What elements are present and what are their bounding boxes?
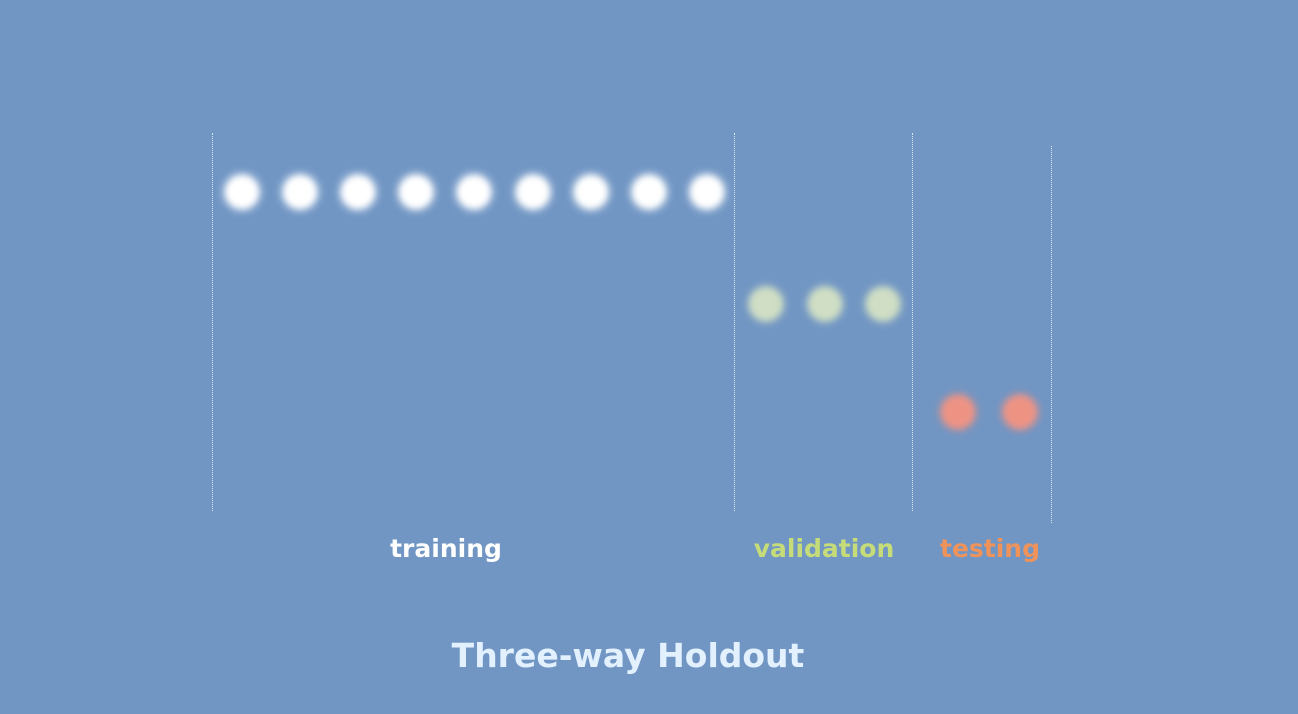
training-label: training bbox=[390, 534, 502, 563]
training-sample-dot bbox=[283, 175, 318, 209]
validation-label: validation bbox=[753, 534, 895, 563]
divider-start bbox=[212, 133, 213, 511]
testing-sample-dot bbox=[941, 395, 975, 429]
validation-sample-dot bbox=[866, 287, 900, 321]
training-sample-dot bbox=[341, 175, 376, 209]
validation-sample-dot bbox=[807, 287, 842, 321]
testing-label: testing bbox=[940, 534, 1040, 563]
testing-sample-dot bbox=[1003, 395, 1037, 429]
divider-validation-testing bbox=[912, 133, 913, 511]
training-sample-dot bbox=[631, 175, 666, 209]
training-sample-dot bbox=[457, 175, 492, 209]
training-sample-dot bbox=[515, 175, 550, 209]
divider-training-validation bbox=[734, 133, 735, 511]
training-sample-dot bbox=[573, 175, 608, 209]
diagram-title: Three-way Holdout bbox=[451, 636, 805, 675]
divider-end bbox=[1051, 146, 1052, 523]
validation-sample-dot bbox=[749, 287, 783, 321]
training-sample-dot bbox=[399, 175, 434, 209]
training-sample-dot bbox=[689, 175, 724, 209]
training-sample-dot bbox=[225, 175, 259, 209]
